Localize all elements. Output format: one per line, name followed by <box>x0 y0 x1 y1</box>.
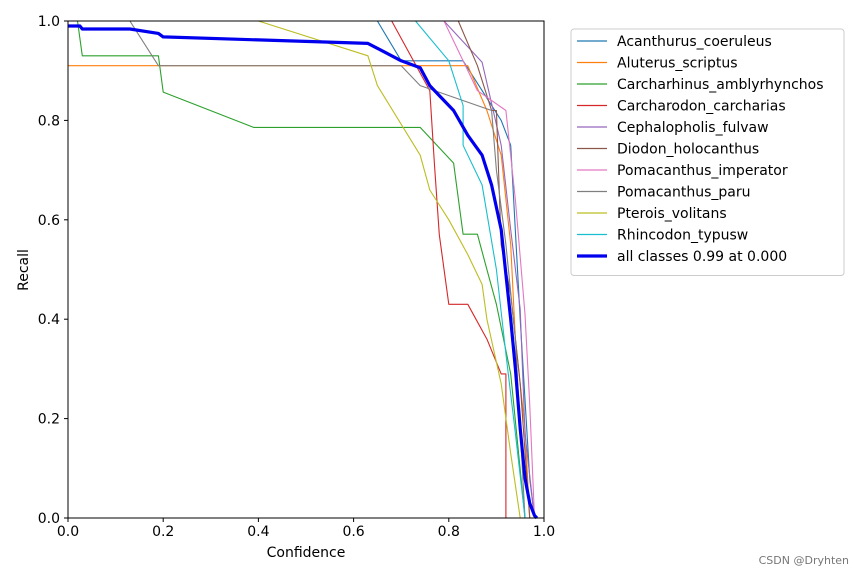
x-axis-title: Confidence <box>267 545 346 561</box>
legend-label-rhincodon-typusw: Rhincodon_typusw <box>617 228 748 244</box>
series-line-aluterus-scriptus <box>68 65 531 519</box>
x-axis: 0.0 0.2 0.4 0.6 0.8 1.0 <box>57 518 555 540</box>
x-tick-label: 0.2 <box>152 524 174 540</box>
legend-label-pterois-volitans: Pterois_volitans <box>617 206 727 222</box>
legend-label-pomacanthus-paru: Pomacanthus_paru <box>617 185 751 201</box>
legend-label-cephalopholis-fulvaw: Cephalopholis_fulvaw <box>617 120 769 136</box>
legend-label-all-classes-0-99-at-0-000: all classes 0.99 at 0.000 <box>617 249 787 265</box>
plot-frame <box>67 20 545 519</box>
x-tick-label: 1.0 <box>533 524 555 540</box>
watermark: CSDN @Dryhten <box>759 554 849 567</box>
y-tick-label: 1.0 <box>38 14 60 30</box>
series-line-all-classes-0-99-at-0-000 <box>68 24 539 520</box>
series-line-diodon-holocanthus <box>68 20 531 519</box>
series-line-acanthurus-coeruleus <box>68 20 536 519</box>
series-line-pomacanthus-imperator <box>68 20 536 519</box>
legend-label-pomacanthus-imperator: Pomacanthus_imperator <box>617 163 788 179</box>
y-tick-label: 0.4 <box>38 312 60 328</box>
y-tick-label: 0.6 <box>38 213 60 229</box>
x-tick-label: 0.4 <box>247 524 269 540</box>
series-line-pomacanthus-paru <box>68 20 526 519</box>
series-line-cephalopholis-fulvaw <box>68 20 536 519</box>
x-tick-label: 0.6 <box>342 524 364 540</box>
y-tick-label: 0.2 <box>38 412 60 428</box>
series-line-carcharhinus-amblyrhynchos <box>68 20 526 519</box>
legend-label-carcharhinus-amblyrhynchos: Carcharhinus_amblyrhynchos <box>617 77 824 93</box>
legend-label-diodon-holocanthus: Diodon_holocanthus <box>617 142 759 158</box>
legend-label-acanthurus-coeruleus: Acanthurus_coeruleus <box>617 34 772 50</box>
legend-label-carcharodon-carcharias: Carcharodon_carcharias <box>617 99 786 115</box>
x-tick-label: 0.0 <box>57 524 79 540</box>
series-line-pterois-volitans <box>68 20 521 519</box>
series-line-rhincodon-typusw <box>68 20 526 519</box>
legend: Acanthurus_coeruleus Aluterus_scriptus Car… <box>570 28 845 276</box>
y-tick-label: 0.8 <box>38 113 60 129</box>
y-axis: 0.0 0.2 0.4 0.6 0.8 1.0 <box>38 14 68 527</box>
y-tick-label: 0.0 <box>38 511 60 527</box>
x-tick-label: 0.8 <box>438 524 460 540</box>
series-lines <box>68 20 539 520</box>
legend-box <box>570 28 845 276</box>
y-axis-title: Recall <box>16 249 32 291</box>
legend-label-aluterus-scriptus: Aluterus_scriptus <box>617 56 738 72</box>
